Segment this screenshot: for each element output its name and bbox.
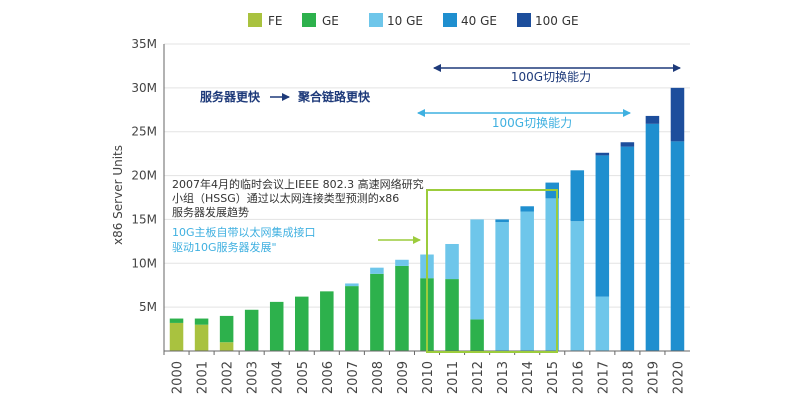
x-tick-label: 2014 <box>521 361 536 394</box>
x-tick-label: 2004 <box>271 361 286 394</box>
bar-segment <box>470 219 484 320</box>
legend-label-10ge: 10 GE <box>387 14 423 28</box>
x-tick-labels: 2000 2001 2002 2003 2004 2005 2006 2007 2008 2009… <box>163 351 686 394</box>
bars <box>169 87 685 351</box>
bar-segment <box>570 221 585 351</box>
bar-segment <box>194 324 209 351</box>
bar-segment <box>495 219 509 223</box>
y-tick-labels: 5M 10M 15M 20M 25M 30M 35M <box>131 37 157 314</box>
x-tick-label: 2013 <box>496 361 511 394</box>
y-tick-label: 15M <box>131 212 157 226</box>
bar-segment <box>370 273 384 351</box>
bar-segment <box>570 170 585 222</box>
legend-swatch-ge <box>302 13 316 27</box>
legend-swatch-10ge <box>369 13 383 27</box>
bar-segment <box>645 123 660 351</box>
x-tick-label: 2020 <box>671 361 686 394</box>
bar-segment <box>294 296 309 351</box>
y-tick-label: 30M <box>131 81 157 95</box>
middle-range-label: 100G切换能力 <box>492 116 572 130</box>
bar-segment <box>370 267 384 274</box>
legend-swatch-40ge <box>443 13 457 27</box>
legend-label-fe: FE <box>268 14 282 28</box>
x-tick-label: 2007 <box>346 361 361 394</box>
left-label-2: 聚合链路更快 <box>297 89 371 104</box>
bar-segment <box>520 211 534 351</box>
bar-segment <box>445 279 459 351</box>
cyan-note-line-2: 驱动10G服务器发展" <box>172 240 277 254</box>
x-tick-label: 2005 <box>296 361 311 394</box>
bar-segment <box>620 142 635 147</box>
bar-segment <box>219 315 234 343</box>
bar-segment <box>595 296 610 351</box>
bar-segment <box>470 319 484 351</box>
bar-segment <box>395 259 409 266</box>
legend-label-40ge: 40 GE <box>461 14 497 28</box>
legend: FE GE 10 GE 40 GE 100 GE <box>248 13 579 28</box>
bar-segment <box>320 291 334 351</box>
bar-segment <box>169 318 184 323</box>
bar-segment <box>194 318 209 325</box>
x-tick-label: 2010 <box>421 361 436 394</box>
x-tick-label: 2008 <box>371 361 386 394</box>
bar-segment <box>244 309 259 351</box>
y-tick-label: 5M <box>139 300 157 314</box>
bar-segment <box>269 301 284 351</box>
annotations: 100G切换能力 服务器更快 聚合链路更快 100G切换能力 2007年4月的临… <box>172 64 681 353</box>
cyan-note-line-1: 10G主板自带以太网集成接口 <box>172 225 316 239</box>
bar-segment <box>395 265 409 351</box>
bar-segment <box>670 141 685 351</box>
x-tick-label: 2000 <box>171 361 186 394</box>
legend-label-100ge: 100 GE <box>535 14 579 28</box>
legend-label-ge: GE <box>322 14 339 28</box>
x-tick-label: 2018 <box>621 361 636 394</box>
bar-segment <box>545 198 560 351</box>
bar-segment <box>495 222 509 351</box>
x-tick-label: 2017 <box>596 361 611 394</box>
x-tick-label: 2011 <box>446 361 461 394</box>
x-tick-label: 2016 <box>571 361 586 394</box>
bar-segment <box>345 283 359 287</box>
note-line-2: 小组（HSSG）通过以太网连接类型预测的x86 <box>172 191 399 205</box>
bar-segment <box>345 286 359 351</box>
y-tick-label: 20M <box>131 169 157 183</box>
legend-swatch-100ge <box>517 13 531 27</box>
bar-segment <box>520 206 534 212</box>
note-line-3: 服务器发展趋势 <box>172 205 249 219</box>
legend-swatch-fe <box>248 13 262 27</box>
x-tick-label: 2012 <box>471 361 486 394</box>
x-tick-label: 2009 <box>396 361 411 394</box>
x-tick-label: 2002 <box>221 361 236 394</box>
bar-segment <box>595 155 610 297</box>
bar-segment <box>645 115 660 124</box>
x-tick-label: 2001 <box>196 361 211 394</box>
y-axis-label: x86 Server Units <box>111 145 125 245</box>
bar-segment <box>595 152 610 156</box>
x-tick-label: 2003 <box>246 361 261 394</box>
y-tick-label: 25M <box>131 125 157 139</box>
x-tick-label: 2019 <box>646 361 661 394</box>
highlight-frame <box>426 189 558 353</box>
x-tick-label: 2015 <box>546 361 561 394</box>
left-label-1: 服务器更快 <box>200 89 261 104</box>
x-tick-label: 2006 <box>321 361 336 394</box>
top-range-label: 100G切换能力 <box>511 70 591 84</box>
bar-segment <box>620 146 635 351</box>
bar-segment <box>169 322 184 351</box>
y-tick-label: 10M <box>131 256 157 270</box>
bar-segment <box>670 87 685 142</box>
bar-segment <box>445 243 459 280</box>
bar-segment <box>219 342 234 351</box>
note-line-1: 2007年4月的临时会议上IEEE 802.3 高速网络研究 <box>172 177 424 191</box>
y-tick-label: 35M <box>131 37 157 51</box>
